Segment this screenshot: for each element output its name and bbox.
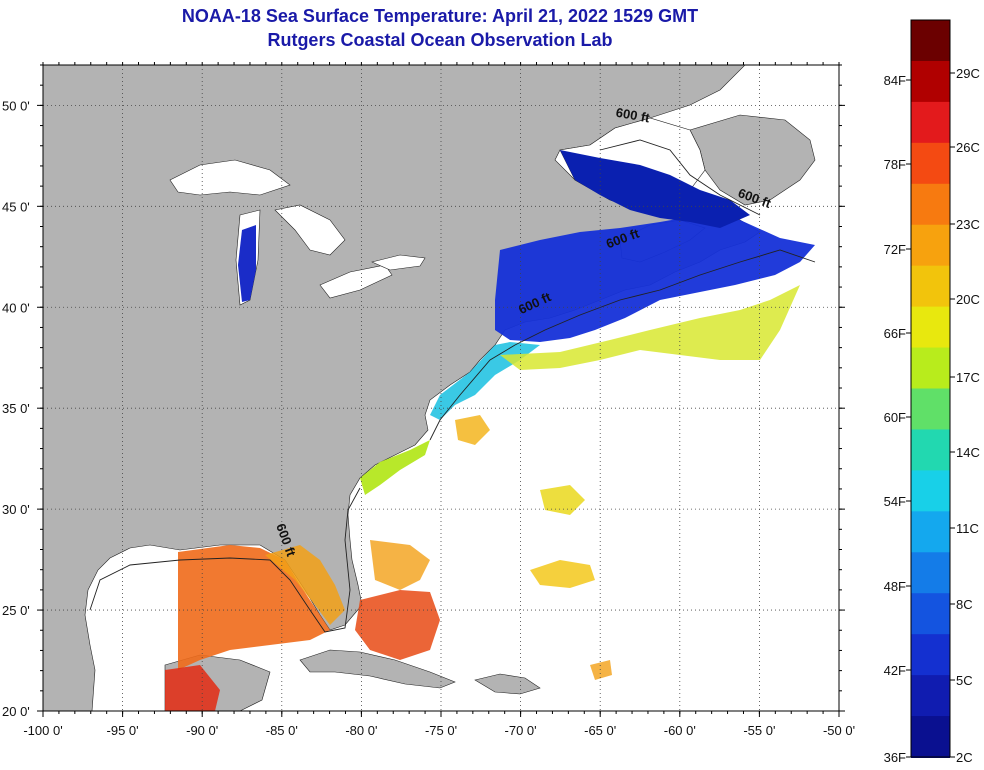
colorbar-segment bbox=[911, 306, 950, 349]
sst-overlay bbox=[165, 150, 815, 711]
hispaniola bbox=[474, 673, 541, 695]
longitude-tick-label: -100 0' bbox=[23, 723, 62, 738]
latitude-tick-label: 35 0' bbox=[2, 401, 30, 416]
latitude-tick-label: 25 0' bbox=[2, 603, 30, 618]
map-title: NOAA-18 Sea Surface Temperature: April 2… bbox=[181, 6, 699, 26]
longitude-tick-label: -60 0' bbox=[664, 723, 696, 738]
latitude-tick-label: 40 0' bbox=[2, 300, 30, 315]
celsius-label: 2C bbox=[956, 750, 973, 765]
latitude-tick-label: 20 0' bbox=[2, 704, 30, 719]
fahrenheit-label: 60F bbox=[884, 410, 906, 425]
colorbar-segment bbox=[911, 716, 950, 758]
map-subtitle: Rutgers Coastal Ocean Observation Lab bbox=[267, 30, 613, 50]
latitude-tick-label: 30 0' bbox=[2, 502, 30, 517]
celsius-label: 8C bbox=[956, 597, 973, 612]
celsius-label: 14C bbox=[956, 445, 980, 460]
axis-ticks bbox=[37, 62, 845, 717]
fahrenheit-label: 48F bbox=[884, 579, 906, 594]
sst-warm-front bbox=[500, 285, 800, 370]
latitude-tick-label: 50 0' bbox=[2, 98, 30, 113]
sst-deep-blue-gulf bbox=[560, 150, 750, 228]
fahrenheit-label: 78F bbox=[884, 157, 906, 172]
colorbar-segment bbox=[911, 675, 950, 718]
colorbar-segment bbox=[911, 511, 950, 554]
bathymetry-contour-gulf bbox=[89, 487, 361, 633]
graticule bbox=[43, 65, 839, 711]
celsius-scale: 29C 26C 23C 20C 17C 14C 11C 8C 5C 2C bbox=[950, 66, 980, 765]
contour-label: 600 ft bbox=[615, 105, 652, 126]
colorbar-segment bbox=[911, 470, 950, 513]
bathymetry-contour-line bbox=[429, 249, 816, 441]
celsius-label: 23C bbox=[956, 217, 980, 232]
longitude-tick-label: -85 0' bbox=[266, 723, 298, 738]
sst-lake-michigan bbox=[238, 225, 256, 302]
colorbar-segment bbox=[911, 429, 950, 472]
longitude-tick-label: -65 0' bbox=[584, 723, 616, 738]
fahrenheit-label: 66F bbox=[884, 326, 906, 341]
celsius-label: 17C bbox=[956, 370, 980, 385]
colorbar-segment bbox=[911, 265, 950, 308]
colorbar-segment bbox=[911, 183, 950, 226]
colorbar-segment bbox=[911, 20, 950, 62]
colorbar-gradient bbox=[911, 20, 950, 758]
colorbar-frame bbox=[910, 19, 951, 758]
sst-offshore-patch-1 bbox=[530, 560, 595, 588]
colorbar-segment bbox=[911, 634, 950, 677]
celsius-label: 26C bbox=[956, 140, 980, 155]
longitude-tick-label: -55 0' bbox=[743, 723, 775, 738]
cuba bbox=[299, 649, 456, 689]
longitude-labels: -100 0' -95 0' -90 0' -85 0' -80 0' -75 0' -70… bbox=[23, 723, 855, 738]
latitude-labels: 20 0' 25 0' 30 0' 35 0' 40 0' 45 0' 50 0' bbox=[2, 98, 30, 719]
sst-carolina-coast bbox=[360, 440, 430, 495]
colorbar-segment bbox=[911, 552, 950, 595]
celsius-label: 20C bbox=[956, 292, 980, 307]
colorbar-segment bbox=[911, 101, 950, 144]
sst-offshore-patch-4 bbox=[590, 660, 612, 680]
bathymetry-contour-gsl bbox=[599, 139, 761, 216]
longitude-tick-label: -75 0' bbox=[425, 723, 457, 738]
fahrenheit-scale: 84F 78F 72F 66F 60F 54F 48F 42F 36F bbox=[884, 73, 911, 765]
longitude-tick-label: -70 0' bbox=[505, 723, 537, 738]
sst-gulf-warmer bbox=[265, 545, 345, 625]
sst-carribean bbox=[165, 665, 220, 711]
sst-gulfstream-patch bbox=[370, 540, 430, 590]
longitude-tick-label: -50 0' bbox=[823, 723, 855, 738]
colorbar-segment bbox=[911, 142, 950, 185]
longitude-tick-label: -95 0' bbox=[107, 723, 139, 738]
colorbar-segment bbox=[911, 347, 950, 390]
fahrenheit-label: 36F bbox=[884, 750, 906, 765]
celsius-label: 11C bbox=[956, 521, 979, 536]
celsius-label: 5C bbox=[956, 673, 973, 688]
fahrenheit-label: 54F bbox=[884, 494, 906, 509]
sst-florida-bahamas bbox=[355, 590, 440, 660]
longitude-tick-label: -80 0' bbox=[345, 723, 377, 738]
fahrenheit-label: 42F bbox=[884, 663, 906, 678]
sst-offshore-patch-2 bbox=[540, 485, 585, 515]
latitude-tick-label: 45 0' bbox=[2, 199, 30, 214]
colorbar-segment bbox=[911, 593, 950, 636]
colorbar-segment bbox=[911, 388, 950, 431]
map-plot-area bbox=[43, 65, 839, 711]
colorbar-segment bbox=[911, 224, 950, 267]
celsius-label: 29C bbox=[956, 66, 980, 81]
fahrenheit-label: 84F bbox=[884, 73, 906, 88]
colorbar-segment bbox=[911, 60, 950, 103]
sst-cold-band bbox=[495, 215, 815, 342]
longitude-tick-label: -90 0' bbox=[186, 723, 218, 738]
fahrenheit-label: 72F bbox=[884, 242, 906, 257]
sst-offshore-patch-3 bbox=[455, 415, 490, 445]
